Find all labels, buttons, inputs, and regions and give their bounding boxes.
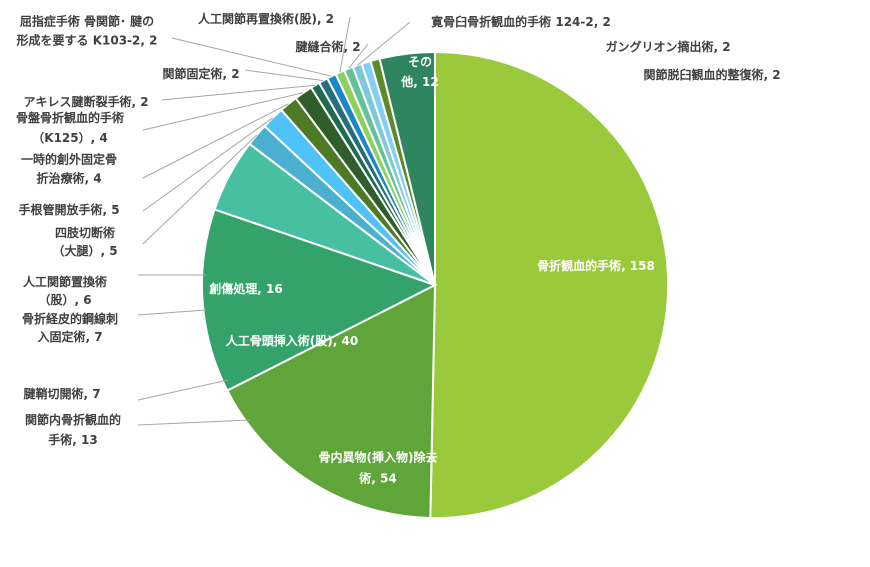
data-label: 術, 54 (358, 471, 396, 486)
data-label: 屈指症手術 骨関節･ 腱の (20, 14, 154, 29)
data-label: 骨折観血的手術, 158 (537, 258, 655, 273)
data-label: 手術, 13 (48, 432, 97, 447)
data-label: （K125）, 4 (32, 130, 107, 145)
leader-line (348, 43, 369, 69)
pie-slice (429, 50, 670, 519)
data-label: 骨内異物(挿入物)除去 (319, 450, 438, 465)
leader-line (137, 419, 251, 426)
leader-line (171, 37, 332, 77)
leader-line (161, 84, 316, 101)
pie-slice (225, 283, 437, 519)
data-label: 人工骨頭挿入術(股), 40 (226, 333, 358, 348)
pie-slice (201, 208, 438, 392)
data-label: 寛骨臼骨折観血的手術 124-2, 2 (431, 14, 611, 29)
data-label: 形成を要する K103-2, 2 (17, 33, 158, 48)
data-label: 関節固定術, 2 (162, 66, 239, 81)
data-label: アキレス腱断裂手術, 2 (23, 94, 148, 109)
data-label: 腱鞘切開術, 7 (23, 386, 100, 401)
leader-line (244, 69, 324, 82)
data-label: 腱縫合術, 2 (295, 39, 360, 54)
leader-line (339, 16, 351, 73)
leader-line (142, 103, 289, 179)
pie-slice (378, 50, 436, 286)
data-label: 折治療術, 4 (36, 171, 101, 186)
data-label: 骨折経皮的鋼線刺 (22, 311, 118, 326)
data-label: 関節脱臼観血的整復術, 2 (643, 67, 780, 82)
leader-line (356, 21, 411, 66)
leader-line (142, 134, 258, 245)
data-label: 骨盤骨折観血的手術 (16, 110, 124, 125)
data-label: 創傷処理, 16 (208, 281, 282, 296)
leader-line (137, 379, 229, 401)
data-label: 関節内骨折観血的 (25, 412, 121, 427)
data-label: 人工関節置換術 (23, 274, 107, 289)
leader-line (137, 309, 207, 316)
leader-line (142, 117, 273, 212)
leader-line (142, 92, 304, 131)
data-label: 一時的創外固定骨 (21, 152, 117, 167)
data-label: その (408, 55, 432, 69)
data-label: ガングリオン摘出術, 2 (605, 39, 730, 54)
data-label: 他, 12 (400, 74, 438, 89)
data-label: 手根管開放手術, 5 (18, 202, 119, 217)
data-label: 入固定術, 7 (37, 329, 102, 344)
data-label: （股）, 6 (38, 292, 91, 307)
data-label: 四肢切断術 (55, 225, 115, 240)
data-label: 人工関節再置換術(股), 2 (198, 11, 334, 26)
data-label: （大腿）, 5 (52, 243, 117, 258)
